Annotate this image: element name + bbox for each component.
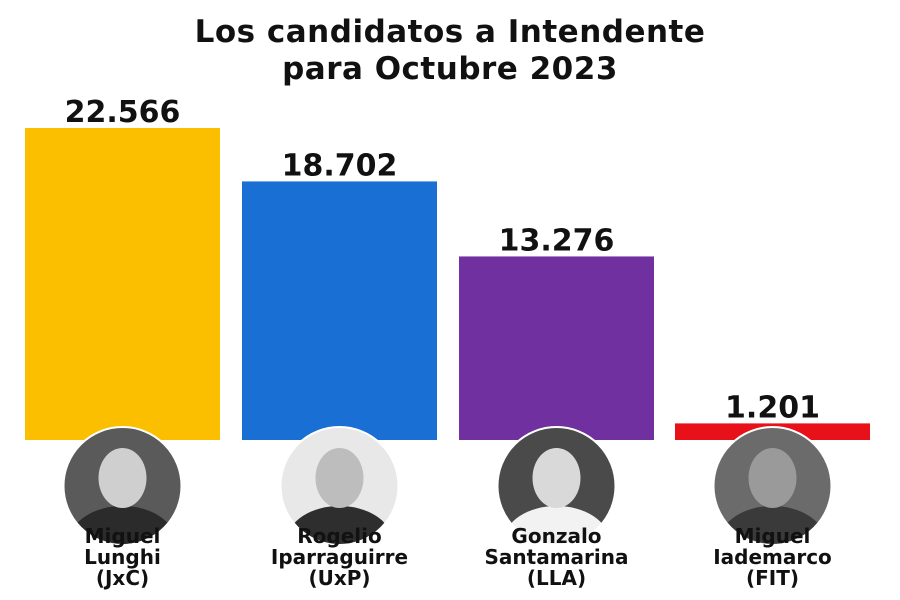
value-label-1: 22.566	[65, 95, 181, 130]
candidate-avatar-2	[279, 426, 400, 546]
value-label-2: 18.702	[282, 148, 398, 183]
candidate-label-4: Miguel Iademarco (FIT)	[713, 524, 832, 590]
candidate-avatar-1	[62, 426, 183, 546]
bar-3	[459, 256, 654, 440]
candidate-avatar-4	[712, 426, 833, 546]
value-label-3: 13.276	[499, 223, 615, 258]
candidate-label-1: Miguel Lunghi (JxC)	[84, 524, 161, 590]
candidate-label-2: Rogelio Iparraguirre (UxP)	[271, 524, 408, 590]
candidate-avatar-3	[496, 426, 617, 546]
value-label-4: 1.201	[725, 390, 820, 425]
bar-1	[25, 128, 220, 440]
chart-title-line-1: Los candidatos a Intendente	[194, 14, 706, 50]
bar-2	[242, 181, 437, 441]
candidate-label-3: Gonzalo Santamarina (LLA)	[485, 524, 629, 590]
chart-title-line-2: para Octubre 2023	[282, 51, 618, 87]
